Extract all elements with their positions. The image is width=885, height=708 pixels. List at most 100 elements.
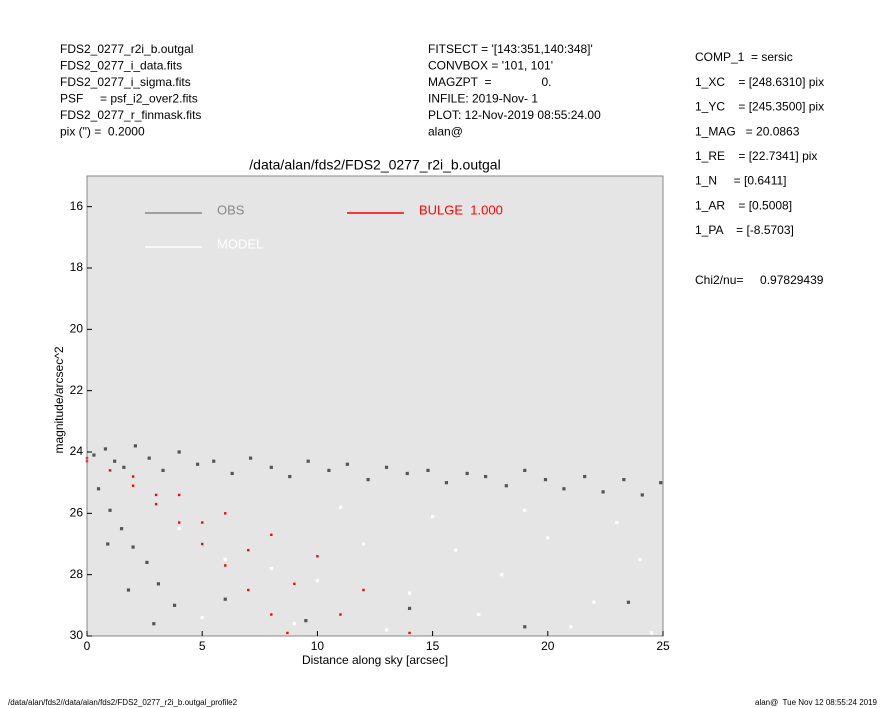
y-tick-label: 20	[70, 322, 84, 336]
y-tick-label: 22	[70, 383, 84, 397]
x-tick-label: 25	[656, 639, 670, 653]
header-left-line: FDS2_0277_r2i_b.outgal	[60, 42, 193, 56]
point	[339, 613, 342, 616]
point	[133, 444, 137, 448]
point	[523, 468, 527, 472]
point	[131, 484, 135, 487]
parameter-line: 1_RE = [22.7341] pix	[695, 149, 817, 163]
point	[615, 520, 619, 525]
point	[195, 462, 200, 466]
point	[177, 527, 181, 531]
point	[230, 471, 234, 476]
point	[338, 505, 343, 509]
point	[626, 600, 631, 604]
point	[126, 588, 131, 592]
x-axis-label: Distance along sky [arcsec]	[302, 653, 448, 667]
point	[562, 487, 566, 491]
point	[444, 481, 449, 485]
point	[131, 475, 135, 478]
legend-label: OBS	[217, 202, 245, 217]
point	[96, 487, 101, 491]
y-tick-label: 30	[70, 628, 84, 642]
parameter-line: 1_MAG = 20.0863	[695, 124, 800, 138]
point	[500, 573, 504, 577]
point	[345, 462, 349, 466]
point	[288, 474, 292, 479]
header-middle-line: INFILE: 2019-Nov- 1	[428, 92, 538, 106]
point	[327, 468, 331, 472]
point	[649, 631, 654, 635]
header-left-line: PSF = psf_i2_over2.fits	[60, 92, 198, 106]
header-middle-line: FITSECT = '[143:351,140:348]'	[428, 42, 593, 56]
point	[523, 508, 527, 512]
point	[177, 450, 181, 454]
header-left-line: FDS2_0277_i_sigma.fits	[60, 75, 191, 89]
point	[103, 447, 108, 451]
point	[384, 628, 389, 632]
point	[200, 616, 204, 620]
point	[154, 502, 158, 506]
plot-frame	[86, 175, 664, 637]
point	[592, 600, 596, 604]
point	[108, 469, 112, 472]
point	[384, 465, 389, 469]
point	[131, 545, 135, 549]
point	[145, 560, 149, 564]
header-middle-line: PLOT: 12-Nov-2019 08:55:24.00	[428, 108, 601, 122]
point	[546, 536, 550, 540]
point	[483, 474, 488, 479]
point	[270, 613, 273, 616]
y-tick-label: 24	[70, 444, 84, 458]
point	[465, 471, 469, 476]
point	[407, 606, 412, 610]
footer-right: alan@ Tue Nov 12 08:55:24 2019	[755, 698, 878, 707]
point	[431, 514, 435, 518]
point	[223, 597, 227, 601]
point	[366, 478, 370, 482]
point	[154, 493, 158, 497]
point	[92, 453, 96, 457]
point	[212, 459, 216, 463]
points	[85, 444, 663, 635]
parameter-line: 1_XC = [248.6310] pix	[695, 75, 824, 89]
parameter-line: 1_N = [0.6411]	[695, 174, 787, 188]
header-left-line: FDS2_0277_i_data.fits	[60, 59, 182, 73]
legend-label: MODEL	[217, 236, 263, 251]
point	[408, 631, 411, 635]
parameter-line: Chi2/nu= 0.97829439	[695, 273, 824, 287]
parameter-line: 1_YC = [245.3500] pix	[695, 100, 824, 114]
point	[601, 490, 605, 494]
point	[543, 478, 548, 482]
header-middle-line: MAGZPT = 0.	[428, 75, 551, 89]
point	[523, 625, 527, 629]
point	[640, 493, 644, 497]
point	[306, 459, 310, 463]
point	[316, 555, 319, 558]
point	[286, 631, 289, 635]
y-tick-label: 16	[70, 199, 84, 213]
parameter-line: COMP_1 = sersic	[695, 50, 793, 64]
point	[156, 582, 161, 586]
plot-area	[87, 176, 663, 636]
point	[269, 566, 273, 571]
point	[106, 542, 110, 546]
point	[152, 622, 156, 626]
point	[177, 521, 181, 524]
point	[622, 478, 626, 482]
point	[224, 512, 227, 515]
point	[315, 579, 319, 583]
point	[405, 471, 409, 476]
point	[504, 484, 508, 488]
point	[292, 622, 296, 626]
point	[201, 542, 204, 546]
point	[659, 481, 663, 485]
parameter-line: 1_PA = [-8.5703]	[695, 223, 794, 237]
point	[270, 533, 273, 536]
y-tick-label: 28	[70, 567, 84, 581]
point	[477, 612, 481, 617]
point	[569, 625, 573, 629]
point	[638, 557, 642, 561]
point	[108, 508, 112, 512]
point	[407, 591, 412, 595]
